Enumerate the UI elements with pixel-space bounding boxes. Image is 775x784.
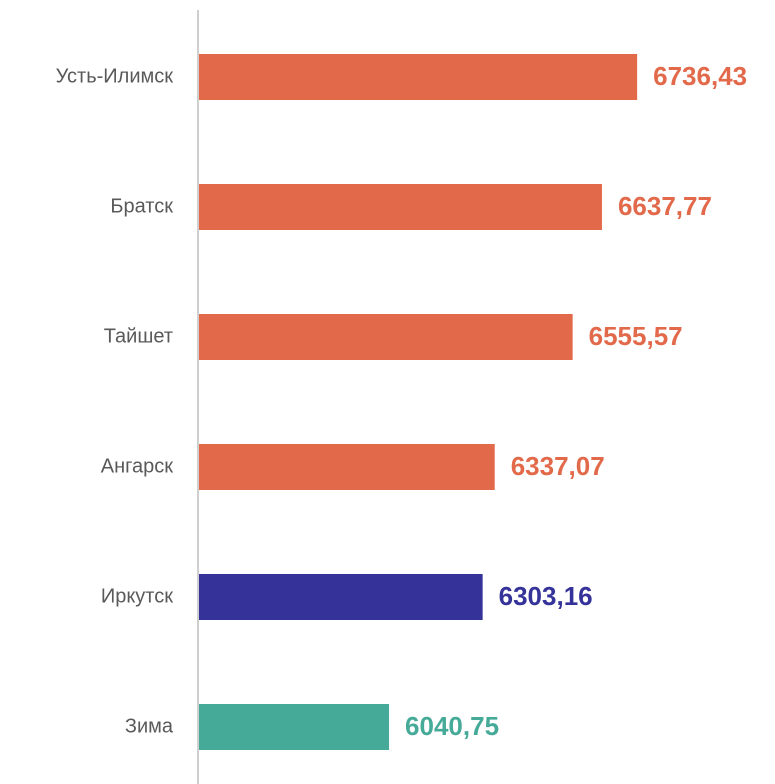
value-label: 6637,77: [618, 191, 712, 221]
bar: [199, 574, 483, 620]
value-label: 6040,75: [405, 711, 499, 741]
value-label: 6303,16: [499, 581, 593, 611]
bar: [199, 444, 495, 490]
value-label: 6555,57: [589, 321, 683, 351]
category-label: Усть-Илимск: [56, 65, 174, 87]
value-label: 6337,07: [511, 451, 605, 481]
value-label: 6736,43: [653, 61, 747, 91]
category-label: Тайшет: [104, 325, 173, 347]
category-label: Братск: [110, 195, 173, 217]
bar: [199, 54, 638, 100]
category-label: Зима: [125, 715, 174, 737]
bar: [199, 314, 573, 360]
category-label: Иркутск: [101, 585, 173, 607]
bar: [199, 184, 602, 230]
category-label: Ангарск: [101, 455, 173, 477]
bar: [199, 704, 390, 750]
